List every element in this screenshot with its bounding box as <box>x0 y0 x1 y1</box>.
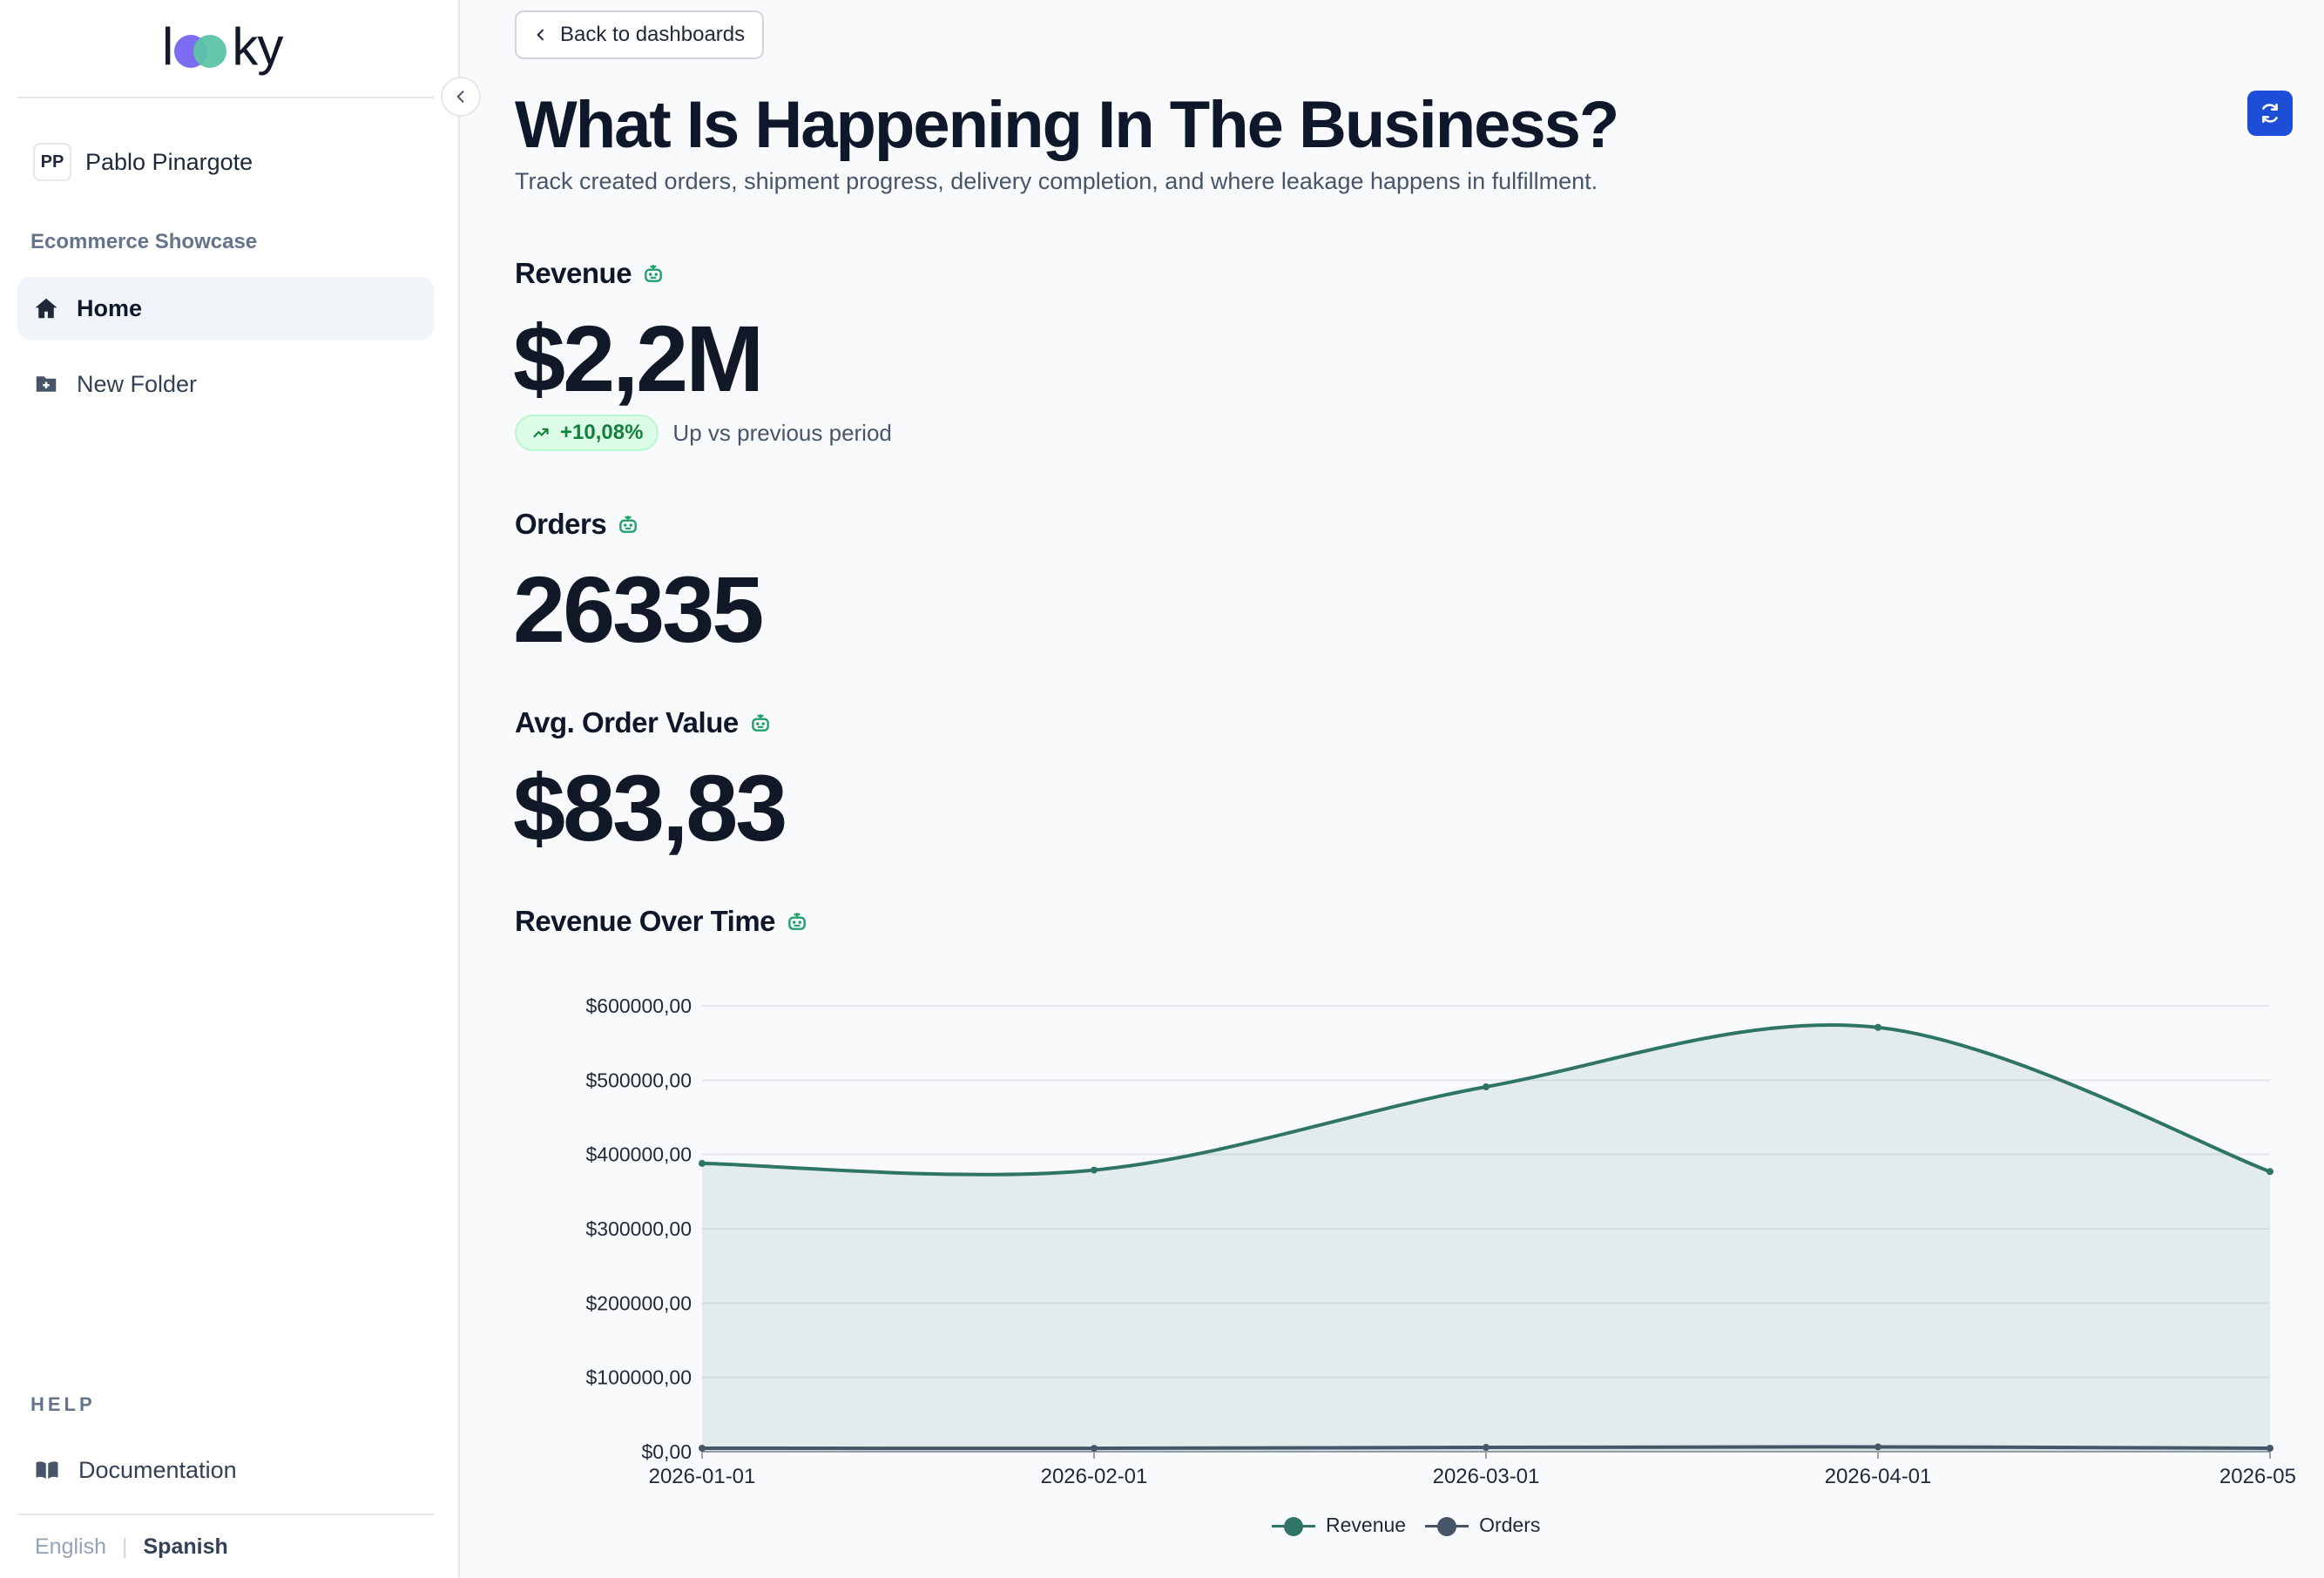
home-icon <box>35 298 57 319</box>
data-point-orders <box>1483 1444 1490 1452</box>
data-point-orders <box>1875 1443 1881 1451</box>
aov-metric-label: Avg. Order Value <box>515 706 772 739</box>
data-point-orders <box>2267 1444 2273 1452</box>
legend-label: Orders <box>1479 1514 1541 1536</box>
ai-bot-icon[interactable] <box>642 262 665 285</box>
metric-label-text: Revenue <box>515 257 632 289</box>
help-label: HELP <box>30 1393 96 1415</box>
aov-value: $83,83 <box>513 755 787 860</box>
folder-plus-icon <box>36 376 57 392</box>
collapse-sidebar-button[interactable] <box>441 77 481 117</box>
chart-title-text: Revenue Over Time <box>515 905 776 937</box>
y-tick-label: $300000,00 <box>585 1217 692 1240</box>
x-tick-label: 2026-02-01 <box>1041 1465 1148 1488</box>
ai-bot-icon[interactable] <box>749 711 772 734</box>
user-profile[interactable]: PP Pablo Pinargote <box>33 143 253 181</box>
y-tick-label: $200000,00 <box>585 1291 692 1314</box>
data-point-revenue <box>1091 1166 1098 1174</box>
chart-legend: Revenue Orders <box>1272 1514 1540 1537</box>
avatar: PP <box>33 143 71 181</box>
legend-swatch <box>1425 1516 1469 1536</box>
language-spanish[interactable]: Spanish <box>143 1534 228 1559</box>
sidebar-divider <box>17 1514 434 1515</box>
metric-label-text: Avg. Order Value <box>515 706 739 738</box>
sidebar-item-new-folder[interactable]: New Folder <box>17 353 434 415</box>
workspace-label: Ecommerce Showcase <box>30 230 258 253</box>
chevron-left-icon <box>537 29 544 41</box>
sidebar-item-documentation[interactable]: Documentation <box>17 1439 434 1501</box>
delta-value: +10,08% <box>560 421 644 444</box>
revenue-over-time-chart[interactable]: $0,00 $100000,00 $200000,00 $300000,00 $4000… <box>515 967 2309 1559</box>
logo-text-left: l <box>162 17 173 76</box>
language-switcher: English | Spanish <box>35 1534 228 1560</box>
trend-up-icon <box>533 428 549 438</box>
data-point-revenue <box>1483 1083 1490 1091</box>
delta-text: Up vs previous period <box>672 419 892 446</box>
revenue-metric-label: Revenue <box>515 257 665 290</box>
metric-label-text: Orders <box>515 508 607 540</box>
ai-bot-icon[interactable] <box>617 513 639 536</box>
x-tick-label: 2026-05 <box>2219 1465 2296 1488</box>
data-point-orders <box>1091 1445 1098 1453</box>
sidebar: l ky PP Pablo Pinargote Ecommerce Showca… <box>0 0 460 1578</box>
page-subtitle: Track created orders, shipment progress,… <box>515 168 1598 194</box>
y-tick-label: $600000,00 <box>585 995 692 1017</box>
revenue-delta: +10,08% Up vs previous period <box>515 415 892 451</box>
y-tick-label: $0,00 <box>641 1440 692 1463</box>
sidebar-item-home[interactable]: Home <box>17 277 434 340</box>
data-point-revenue <box>1875 1023 1881 1031</box>
looky-logo[interactable]: l ky <box>162 16 283 77</box>
x-tick-label: 2026-03-01 <box>1433 1465 1540 1488</box>
sidebar-item-label: Documentation <box>78 1456 237 1483</box>
data-point-revenue <box>2267 1168 2273 1176</box>
legend-item-revenue[interactable]: Revenue <box>1272 1514 1406 1537</box>
logo-text-right: ky <box>232 17 283 76</box>
language-separator: | <box>122 1534 128 1559</box>
y-tick-label: $500000,00 <box>585 1069 692 1091</box>
legend-item-orders[interactable]: Orders <box>1425 1514 1540 1537</box>
data-point-revenue <box>699 1159 706 1167</box>
user-name: Pablo Pinargote <box>85 148 253 175</box>
legend-swatch <box>1272 1516 1315 1536</box>
page-title: What Is Happening In The Business? <box>515 88 1619 162</box>
book-icon <box>36 1461 58 1479</box>
orders-metric-label: Orders <box>515 508 639 541</box>
x-tick-label: 2026-04-01 <box>1825 1465 1932 1488</box>
delta-badge: +10,08% <box>515 415 659 451</box>
y-tick-label: $100000,00 <box>585 1366 692 1389</box>
sidebar-item-label: New Folder <box>77 370 198 397</box>
chart-canvas: $0,00 $100000,00 $200000,00 $300000,00 $4000… <box>585 995 2296 1488</box>
orders-value: 26335 <box>513 556 764 662</box>
back-to-dashboards-button[interactable]: Back to dashboards <box>515 10 765 59</box>
logo-mark-icon <box>174 30 230 70</box>
back-label: Back to dashboards <box>560 23 746 46</box>
y-tick-label: $400000,00 <box>585 1143 692 1166</box>
sidebar-item-label: Home <box>77 294 143 321</box>
x-tick-label: 2026-01-01 <box>649 1465 756 1488</box>
series-area-revenue <box>702 1024 2270 1452</box>
chart-title: Revenue Over Time <box>515 905 808 938</box>
chevron-left-icon <box>456 91 464 103</box>
data-point-orders <box>699 1444 706 1452</box>
ai-bot-icon[interactable] <box>786 910 808 933</box>
revenue-value: $2,2M <box>513 306 764 411</box>
legend-label: Revenue <box>1326 1514 1407 1536</box>
refresh-button[interactable] <box>2247 91 2293 136</box>
refresh-icon <box>2262 103 2278 124</box>
language-english[interactable]: English <box>35 1534 106 1559</box>
sidebar-divider <box>17 97 434 98</box>
